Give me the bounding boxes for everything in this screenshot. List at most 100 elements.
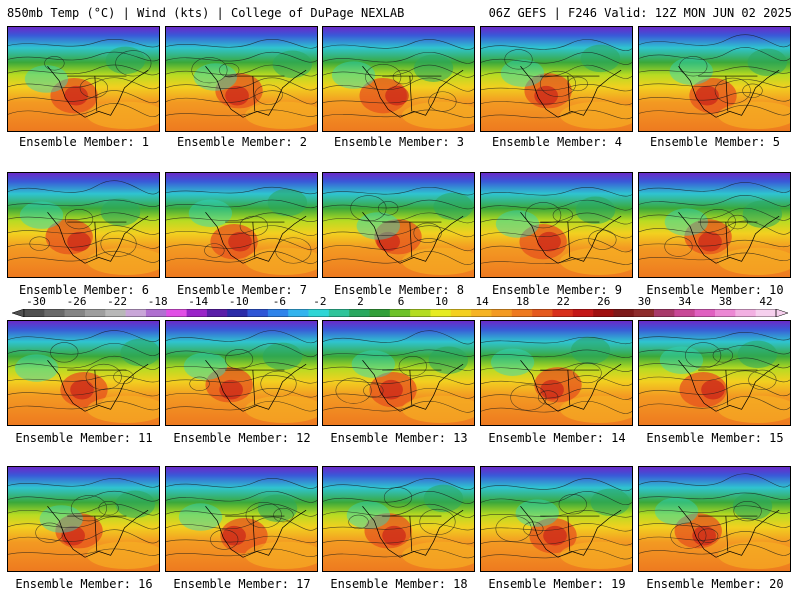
colorbar-swatch bbox=[44, 309, 65, 317]
map-header-title: 850mb Temp (°C) | Wind (kts) | College o… bbox=[7, 6, 405, 20]
colorbar-max-arrow bbox=[775, 309, 788, 317]
colorbar-tick-label: 10 bbox=[434, 295, 449, 308]
ensemble-member-map[interactable] bbox=[638, 320, 791, 426]
colorbar-swatch bbox=[572, 309, 594, 317]
colorbar-swatch bbox=[532, 309, 553, 317]
ensemble-member-label: Ensemble Member: 6 bbox=[18, 283, 150, 297]
colorbar-tick-label: 34 bbox=[678, 295, 692, 308]
ensemble-member-label: Ensemble Member: 11 bbox=[15, 431, 153, 445]
ensemble-member-label: Ensemble Member: 5 bbox=[649, 135, 781, 149]
temperature-colorbar bbox=[12, 309, 788, 317]
ensemble-member-map[interactable] bbox=[165, 26, 318, 132]
ensemble-member-map[interactable] bbox=[638, 172, 791, 278]
temperature-field bbox=[639, 27, 790, 131]
ensemble-member-map[interactable] bbox=[7, 320, 160, 426]
colorbar-swatch bbox=[328, 309, 350, 317]
ensemble-member-map[interactable] bbox=[7, 26, 160, 132]
colorbar-swatch bbox=[349, 309, 370, 317]
colorbar-tick-label: -14 bbox=[188, 295, 209, 308]
colorbar-swatch bbox=[84, 309, 106, 317]
ensemble-member-map[interactable] bbox=[638, 466, 791, 572]
ensemble-member-map[interactable] bbox=[322, 172, 475, 278]
temperature-field bbox=[481, 173, 632, 277]
colorbar-tick-label: 38 bbox=[718, 295, 733, 308]
ensemble-member-label: Ensemble Member: 3 bbox=[333, 135, 465, 149]
temperature-field bbox=[166, 467, 317, 571]
temperature-field bbox=[166, 321, 317, 425]
colorbar-swatch bbox=[105, 309, 126, 317]
ensemble-member-label: Ensemble Member: 14 bbox=[488, 431, 626, 445]
colorbar-swatch bbox=[694, 309, 716, 317]
ensemble-member-map[interactable] bbox=[7, 466, 160, 572]
temperature-field bbox=[323, 173, 474, 277]
colorbar-swatch bbox=[247, 309, 269, 317]
colorbar-tick-label: 30 bbox=[637, 295, 651, 308]
ensemble-member-map[interactable] bbox=[480, 172, 633, 278]
ensemble-member-label: Ensemble Member: 2 bbox=[176, 135, 308, 149]
colorbar-swatch bbox=[389, 309, 411, 317]
colorbar-swatch bbox=[552, 309, 574, 317]
temperature-field bbox=[323, 321, 474, 425]
ensemble-member-label: Ensemble Member: 1 bbox=[18, 135, 150, 149]
ensemble-member-map[interactable] bbox=[7, 172, 160, 278]
ensemble-member-label: Ensemble Member: 4 bbox=[491, 135, 623, 149]
colorbar-swatch bbox=[145, 309, 167, 317]
temperature-field bbox=[639, 467, 790, 571]
ensemble-member-map[interactable] bbox=[322, 320, 475, 426]
ensemble-member-label: Ensemble Member: 7 bbox=[176, 283, 308, 297]
colorbar-swatch bbox=[511, 309, 533, 317]
colorbar-swatch bbox=[633, 309, 655, 317]
ensemble-member-map[interactable] bbox=[165, 466, 318, 572]
temperature-field bbox=[8, 467, 159, 571]
model-run-valid-time: 06Z GEFS | F246 Valid: 12Z MON JUN 02 20… bbox=[488, 6, 792, 20]
ensemble-member-map[interactable] bbox=[165, 320, 318, 426]
temperature-field bbox=[323, 27, 474, 131]
colorbar-swatch bbox=[593, 309, 614, 317]
ensemble-member-label: Ensemble Member: 8 bbox=[333, 283, 465, 297]
temperature-field bbox=[481, 467, 632, 571]
colorbar-swatch bbox=[735, 309, 756, 317]
colorbar-swatch bbox=[166, 309, 187, 317]
temperature-field bbox=[323, 467, 474, 571]
temperature-field bbox=[8, 321, 159, 425]
colorbar-swatch bbox=[288, 309, 309, 317]
temperature-field bbox=[481, 321, 632, 425]
ensemble-member-label: Ensemble Member: 19 bbox=[488, 577, 626, 591]
ensemble-member-map[interactable] bbox=[638, 26, 791, 132]
ensemble-member-map[interactable] bbox=[480, 26, 633, 132]
colorbar-tick-label: -22 bbox=[107, 295, 128, 308]
ensemble-member-map[interactable] bbox=[480, 466, 633, 572]
temperature-field bbox=[639, 321, 790, 425]
colorbar-swatch bbox=[24, 309, 45, 317]
ensemble-member-map[interactable] bbox=[322, 26, 475, 132]
colorbar-swatch bbox=[674, 309, 696, 317]
colorbar-tick-label: -10 bbox=[228, 295, 249, 308]
colorbar-swatch bbox=[227, 309, 248, 317]
ensemble-member-map[interactable] bbox=[322, 466, 475, 572]
colorbar-swatch bbox=[715, 309, 736, 317]
colorbar-tick-label: 18 bbox=[516, 295, 530, 308]
colorbar-swatch bbox=[125, 309, 147, 317]
ensemble-member-label: Ensemble Member: 16 bbox=[15, 577, 153, 591]
colorbar-tick-label: -18 bbox=[147, 295, 168, 308]
colorbar-tick-label: -26 bbox=[66, 295, 87, 308]
colorbar-tick-label: 26 bbox=[597, 295, 611, 308]
temperature-field bbox=[639, 173, 790, 277]
ensemble-member-label: Ensemble Member: 12 bbox=[173, 431, 311, 445]
ensemble-member-label: Ensemble Member: 9 bbox=[491, 283, 623, 297]
ensemble-member-map[interactable] bbox=[165, 172, 318, 278]
colorbar-swatch bbox=[491, 309, 513, 317]
colorbar-swatch bbox=[206, 309, 228, 317]
colorbar-swatch bbox=[613, 309, 635, 317]
temperature-field bbox=[481, 27, 632, 131]
colorbar-swatch bbox=[471, 309, 492, 317]
colorbar-swatch bbox=[308, 309, 330, 317]
colorbar-swatch bbox=[186, 309, 208, 317]
ensemble-member-map[interactable] bbox=[480, 320, 633, 426]
ensemble-member-label: Ensemble Member: 20 bbox=[646, 577, 784, 591]
colorbar-swatch bbox=[450, 309, 472, 317]
colorbar-tick-label: 22 bbox=[556, 295, 570, 308]
ensemble-member-label: Ensemble Member: 10 bbox=[646, 283, 784, 297]
colorbar-swatch bbox=[755, 309, 777, 317]
temperature-field bbox=[8, 27, 159, 131]
